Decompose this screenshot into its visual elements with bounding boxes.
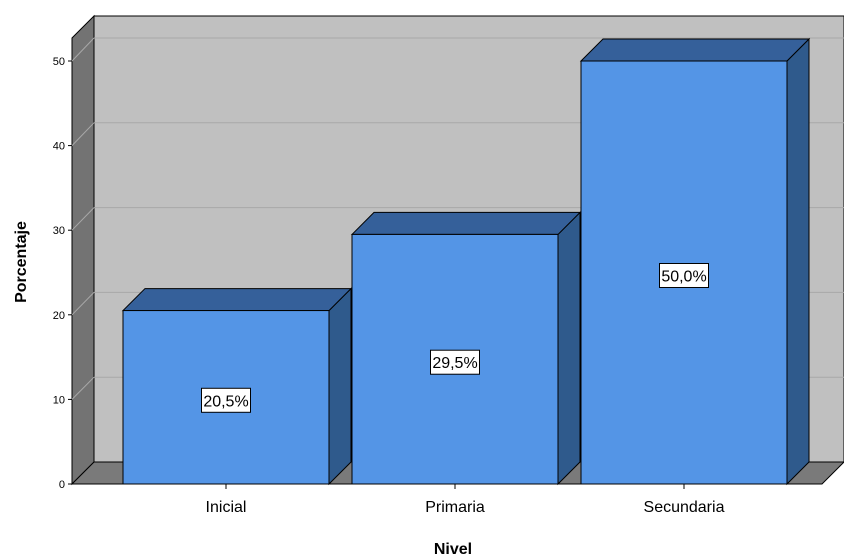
bar-top-face bbox=[350, 211, 582, 235]
data-label-box bbox=[430, 349, 480, 375]
gridline-wall bbox=[71, 292, 95, 316]
bar-primaria: 29,5% bbox=[350, 211, 582, 486]
left-wall bbox=[71, 14, 95, 486]
bar-top-face bbox=[579, 38, 811, 62]
data-label: 20,5% bbox=[201, 387, 251, 413]
bars: 20,5% 29,5% 50,0% bbox=[121, 37, 811, 486]
bar-secundaria: 50,0% bbox=[579, 37, 811, 486]
x-tick-label: Primaria bbox=[425, 499, 485, 516]
bar-side-face bbox=[557, 211, 581, 486]
x-axis-title: Nivel bbox=[434, 541, 472, 558]
bar-top-face bbox=[121, 288, 353, 312]
gridline-wall bbox=[71, 122, 95, 146]
data-label-text: 29,5% bbox=[432, 355, 477, 372]
bar-inicial: 20,5% bbox=[121, 287, 353, 486]
y-tick-label: 50 bbox=[53, 56, 65, 68]
y-tick-label: 0 bbox=[59, 479, 65, 491]
bar-side-face bbox=[328, 287, 352, 486]
gridline-wall bbox=[71, 37, 95, 62]
y-axis-title: Porcentaje bbox=[13, 221, 30, 303]
y-tick-label: 10 bbox=[53, 394, 65, 406]
y-tick-label: 30 bbox=[53, 225, 65, 237]
gridline-wall bbox=[71, 207, 95, 231]
bar-side-face bbox=[786, 37, 810, 486]
x-tick-label: Inicial bbox=[206, 499, 247, 516]
data-label: 50,0% bbox=[659, 263, 709, 288]
data-label-text: 20,5% bbox=[203, 393, 248, 410]
data-label: 29,5% bbox=[430, 349, 480, 375]
data-label-box bbox=[659, 263, 709, 288]
gridline-wall bbox=[71, 376, 95, 400]
x-tick-label: Secundaria bbox=[644, 499, 725, 516]
data-label-box bbox=[201, 387, 251, 413]
x-axis-ticks: Inicial Primaria Secundaria bbox=[206, 484, 725, 516]
y-tick-label: 20 bbox=[53, 310, 65, 322]
y-axis-ticks: 0 10 20 30 40 50 bbox=[53, 56, 72, 491]
y-tick-label: 40 bbox=[53, 141, 65, 153]
data-label-text: 50,0% bbox=[661, 269, 706, 286]
